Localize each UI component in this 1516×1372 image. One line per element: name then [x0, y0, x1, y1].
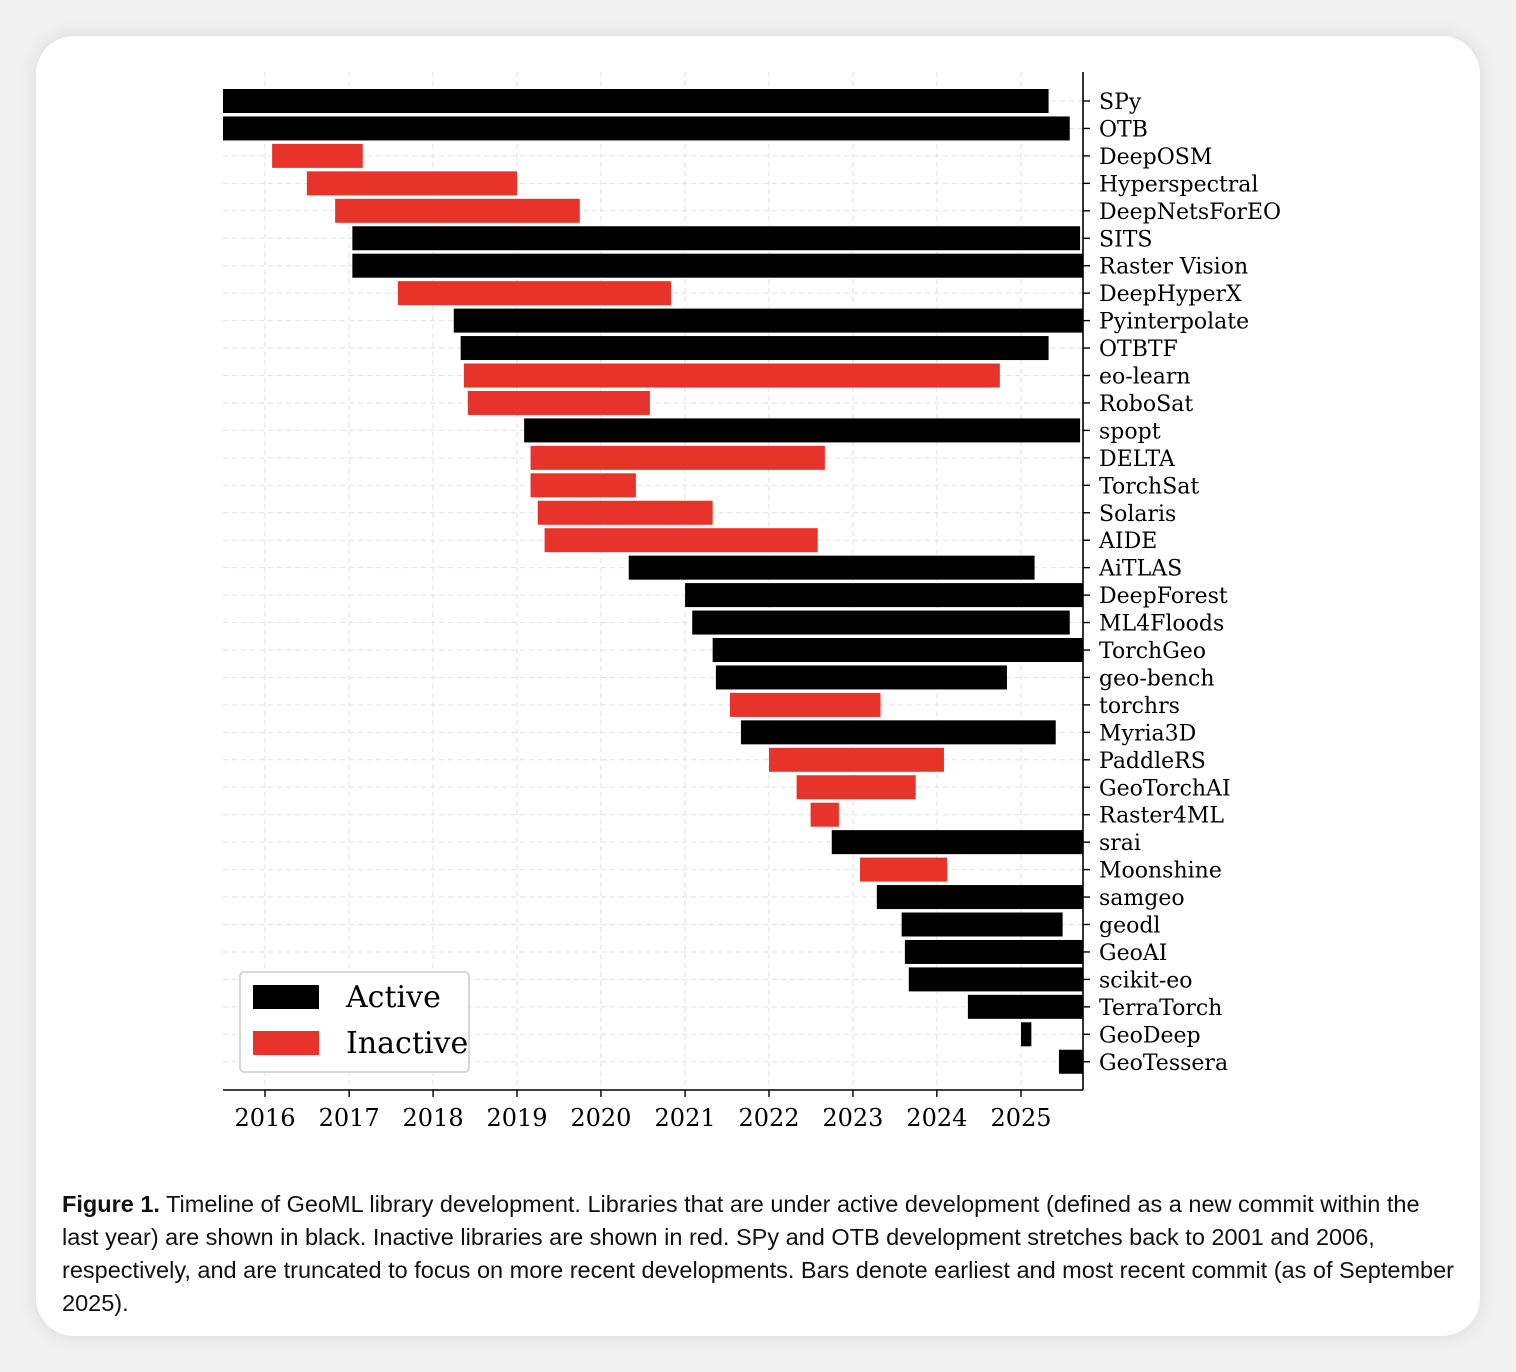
bar-srai: [831, 830, 1083, 855]
y-tick-label-otb: OTB: [1099, 117, 1148, 142]
y-tick-label-delta: DELTA: [1099, 447, 1176, 472]
y-tick-label-moonshine: Moonshine: [1099, 859, 1222, 884]
figure-caption: Figure 1. Timeline of GeoML library deve…: [62, 1188, 1454, 1320]
y-tick-label-terratorch: TerraTorch: [1099, 996, 1222, 1021]
y-tick-label-myria3d: Myria3D: [1099, 721, 1196, 746]
caption-text: Timeline of GeoML library development. L…: [62, 1191, 1454, 1316]
bar-torchgeo: [712, 638, 1083, 662]
bar-moonshine: [860, 857, 948, 882]
y-tick-label-scikit-eo: scikit-eo: [1099, 968, 1193, 993]
bar-geodl: [901, 912, 1063, 937]
bar-pyinterpolate: [453, 308, 1083, 333]
bar-spopt: [524, 418, 1081, 443]
y-tick-label-geo-bench: geo-bench: [1099, 666, 1215, 691]
bar-ml4floods: [692, 610, 1070, 635]
y-tick-label-geotorchai: GeoTorchAI: [1099, 776, 1231, 801]
y-tick-label-aitlas: AiTLAS: [1098, 557, 1182, 582]
y-tick-label-spy: SPy: [1099, 90, 1142, 115]
bar-scikit-eo: [908, 967, 1083, 992]
x-tick-label-2016: 2016: [234, 1104, 295, 1132]
x-tick-label-2017: 2017: [319, 1104, 380, 1132]
bar-geotorchai: [796, 775, 916, 800]
legend-label-active: Active: [345, 980, 441, 1015]
x-tick-label-2023: 2023: [822, 1104, 883, 1132]
y-tick-label-geoai: GeoAI: [1099, 941, 1167, 966]
x-tick-label-2018: 2018: [403, 1104, 464, 1132]
x-tick-label-2021: 2021: [655, 1104, 716, 1132]
y-tick-label-pyinterpolate: Pyinterpolate: [1099, 310, 1249, 335]
bar-paddlers: [769, 747, 944, 772]
y-tick-label-deephyperx: DeepHyperX: [1099, 282, 1242, 307]
y-tick-label-aide: AIDE: [1098, 529, 1157, 554]
y-tick-label-geotessera: GeoTessera: [1099, 1051, 1228, 1076]
bar-torchrs: [729, 692, 881, 717]
bar-spy: [223, 89, 1049, 113]
bar-samgeo: [876, 885, 1083, 910]
bar-myria3d: [740, 720, 1056, 745]
bar-deepforest: [685, 583, 1083, 608]
x-tick-label-2022: 2022: [738, 1104, 799, 1132]
caption-label: Figure 1.: [62, 1191, 160, 1217]
bar-deephyperx: [397, 281, 672, 306]
bar-geo-bench: [715, 665, 1007, 690]
y-tick-label-geodeep: GeoDeep: [1099, 1023, 1201, 1048]
y-tick-label-srai: srai: [1099, 831, 1141, 856]
legend-swatch-active: [253, 985, 319, 1009]
bar-geotessera: [1058, 1049, 1083, 1074]
y-tick-label-torchrs: torchrs: [1099, 694, 1180, 719]
y-tick-label-hyperspectral: Hyperspectral: [1099, 172, 1258, 197]
y-tick-label-geodl: geodl: [1099, 914, 1160, 939]
x-tick-label-2019: 2019: [486, 1104, 547, 1132]
bar-robosat: [467, 390, 650, 415]
y-tick-label-ml4floods: ML4Floods: [1099, 612, 1224, 637]
bar-solaris: [537, 500, 713, 525]
legend-swatch-inactive: [253, 1031, 319, 1055]
y-tick-label-sits: SITS: [1099, 227, 1153, 252]
bar-delta: [530, 445, 825, 470]
bar-deepnetsforeo: [335, 198, 580, 223]
y-tick-label-otbtf: OTBTF: [1099, 337, 1178, 362]
y-tick-label-deepnetsforeo: DeepNetsForEO: [1099, 200, 1281, 225]
y-tick-label-paddlers: PaddleRS: [1099, 749, 1206, 774]
x-tick-label-2025: 2025: [990, 1104, 1051, 1132]
grid-layer: [223, 72, 1083, 1090]
y-tick-label-solaris: Solaris: [1099, 502, 1176, 527]
y-tick-label-deepforest: DeepForest: [1099, 584, 1228, 609]
bar-aitlas: [628, 555, 1035, 580]
legend: Active Inactive: [239, 971, 470, 1073]
bar-eo-learn: [463, 363, 1000, 388]
bar-geodeep: [1021, 1022, 1032, 1047]
bar-aide: [544, 528, 818, 553]
x-tick-label-2020: 2020: [570, 1104, 631, 1132]
y-tick-label-torchgeo: TorchGeo: [1099, 639, 1206, 664]
bar-deeposm: [272, 143, 363, 168]
bar-torchsat: [530, 473, 636, 498]
y-tick-label-raster4ml: Raster4ML: [1099, 804, 1224, 829]
bar-terratorch: [967, 994, 1083, 1019]
bar-hyperspectral: [306, 171, 517, 196]
y-tick-label-torchsat: TorchSat: [1099, 474, 1199, 499]
legend-label-inactive: Inactive: [346, 1026, 468, 1061]
y-tick-label-robosat: RoboSat: [1099, 392, 1193, 417]
bar-otb: [223, 116, 1070, 141]
bars-layer: [223, 89, 1083, 1074]
axes-layer: SPyOTBDeepOSMHyperspectralDeepNetsForEOS…: [223, 72, 1281, 1132]
y-tick-label-samgeo: samgeo: [1099, 886, 1185, 911]
bar-raster-vision: [352, 253, 1083, 278]
y-tick-label-spopt: spopt: [1099, 419, 1161, 444]
bar-otbtf: [460, 336, 1049, 361]
bar-raster4ml: [810, 802, 839, 827]
bar-sits: [352, 226, 1081, 251]
y-tick-label-deeposm: DeepOSM: [1099, 145, 1212, 170]
x-tick-label-2024: 2024: [906, 1104, 967, 1132]
y-tick-label-eo-learn: eo-learn: [1099, 365, 1191, 390]
bar-geoai: [904, 939, 1083, 964]
y-tick-label-raster-vision: Raster Vision: [1099, 255, 1248, 280]
